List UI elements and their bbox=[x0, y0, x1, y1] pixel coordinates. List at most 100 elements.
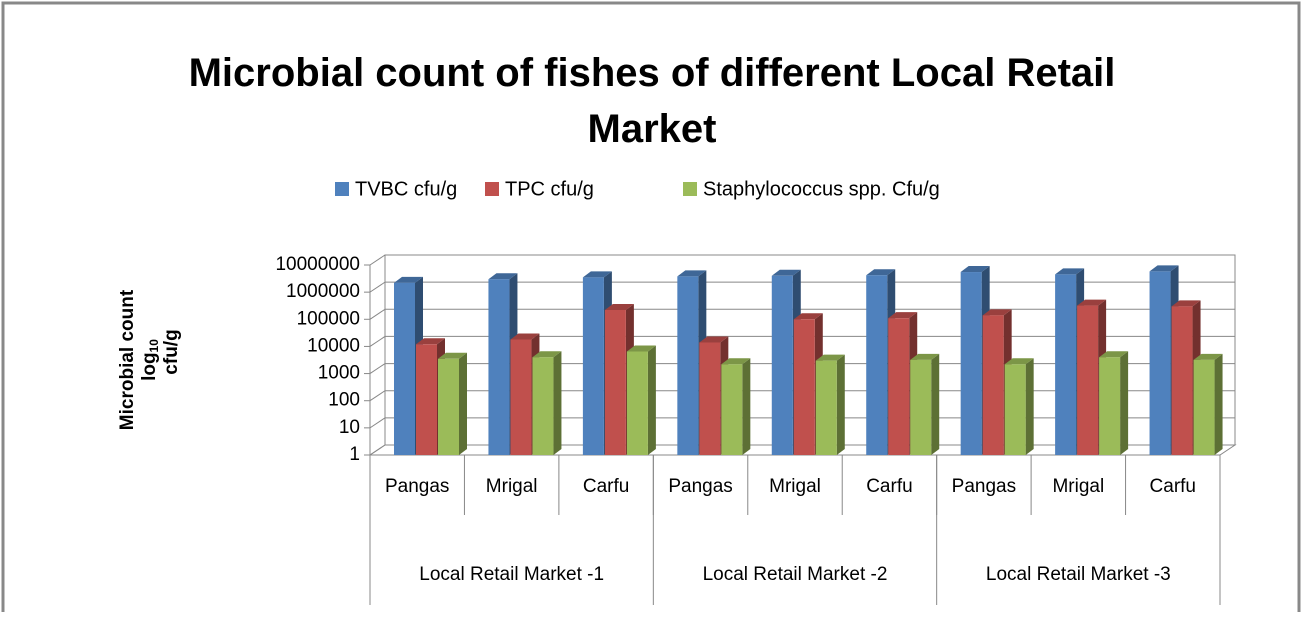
bar bbox=[677, 276, 699, 455]
legend-label: TPC cfu/g bbox=[505, 178, 594, 200]
bar bbox=[1149, 271, 1171, 455]
bar bbox=[582, 277, 604, 455]
bar bbox=[1055, 274, 1077, 455]
x-tick-label: Mrigal bbox=[769, 476, 821, 497]
bar bbox=[394, 282, 415, 455]
bar-top bbox=[721, 358, 751, 365]
y-tick-label: 1000000 bbox=[286, 281, 360, 302]
bar-top bbox=[888, 312, 918, 319]
legend-label: TVBC cfu/g bbox=[355, 178, 457, 200]
bar-top bbox=[1004, 358, 1034, 365]
y-tick-label: 100000 bbox=[297, 308, 360, 329]
bar-top bbox=[582, 271, 612, 278]
bar bbox=[815, 360, 837, 455]
bar bbox=[1004, 364, 1026, 455]
grid-line bbox=[369, 417, 1235, 429]
bar-top bbox=[815, 354, 845, 361]
bar-top bbox=[866, 269, 896, 276]
bar-top bbox=[982, 309, 1012, 316]
y-label-line: Microbial count bbox=[117, 289, 138, 430]
grid-line bbox=[369, 308, 1235, 320]
y-tick-label: 10 bbox=[339, 417, 360, 438]
grid-line bbox=[369, 363, 1235, 374]
bar-top bbox=[910, 353, 940, 360]
bar-side bbox=[1214, 353, 1223, 455]
bar bbox=[510, 339, 532, 455]
grid-line bbox=[369, 335, 1235, 347]
bar bbox=[488, 279, 510, 455]
bar-top bbox=[510, 333, 540, 340]
bar-top bbox=[1099, 351, 1129, 358]
bar-side bbox=[836, 354, 845, 455]
x-tick-label: Pangas bbox=[668, 476, 732, 497]
bar-top bbox=[960, 266, 990, 273]
bar-top bbox=[793, 313, 823, 320]
bar-side bbox=[1025, 358, 1034, 455]
group-label: Local Retail Market -2 bbox=[703, 564, 888, 585]
group-label: Local Retail Market -3 bbox=[986, 564, 1171, 585]
bar-top bbox=[677, 270, 707, 277]
legend-label: Staphylococcus spp. Cfu/g bbox=[703, 178, 940, 200]
y-tick-label: 10000000 bbox=[275, 254, 360, 275]
y-tick-label: 100 bbox=[328, 390, 360, 411]
bar bbox=[866, 275, 888, 455]
bar bbox=[910, 359, 932, 455]
bar bbox=[982, 315, 1004, 455]
bar bbox=[1099, 357, 1121, 455]
title-line: Microbial count of fishes of different L… bbox=[189, 51, 1116, 95]
bar-top bbox=[604, 303, 634, 310]
y-label-line: log10 bbox=[139, 339, 161, 381]
bar-top bbox=[699, 336, 729, 343]
bar-top bbox=[1193, 353, 1223, 360]
bar-side bbox=[931, 353, 940, 455]
bar bbox=[532, 357, 554, 455]
bar bbox=[793, 319, 815, 455]
grid-line bbox=[369, 281, 1235, 293]
x-tick-label: Mrigal bbox=[486, 476, 538, 497]
legend-swatch bbox=[683, 182, 697, 196]
bar-side bbox=[742, 358, 751, 455]
bar bbox=[699, 342, 721, 455]
legend-swatch bbox=[485, 182, 499, 196]
bar bbox=[1193, 359, 1215, 455]
y-tick-label: 1000 bbox=[318, 363, 360, 384]
x-tick-label: Carfu bbox=[583, 476, 629, 497]
y-label-log: log bbox=[139, 352, 160, 381]
bar-top bbox=[771, 269, 801, 276]
x-tick-label: Carfu bbox=[1150, 476, 1196, 497]
bar bbox=[626, 351, 648, 455]
x-tick-label: Carfu bbox=[866, 476, 912, 497]
legend-swatch bbox=[335, 182, 349, 196]
bar-side bbox=[553, 351, 562, 455]
bar bbox=[416, 344, 437, 455]
bar bbox=[721, 364, 743, 455]
bar-side bbox=[647, 345, 656, 455]
group-label: Local Retail Market -1 bbox=[419, 564, 604, 585]
grid-line bbox=[369, 390, 1235, 402]
bar bbox=[604, 309, 626, 455]
bar bbox=[888, 318, 910, 455]
y-axis-label: Microbial count log10 cfu/g bbox=[117, 289, 182, 430]
title-line: Market bbox=[588, 107, 717, 151]
grid-line bbox=[369, 254, 1235, 266]
y-label-line: cfu/g bbox=[161, 329, 182, 374]
bar bbox=[1171, 306, 1193, 455]
bar-top bbox=[438, 352, 467, 359]
bar bbox=[771, 275, 793, 455]
y-label-sub: 10 bbox=[147, 339, 161, 353]
bar-top bbox=[394, 276, 423, 283]
chart-title: Microbial count of fishes of different L… bbox=[189, 51, 1116, 151]
x-tick-label: Mrigal bbox=[1052, 476, 1104, 497]
y-tick-label: 1 bbox=[349, 444, 360, 465]
bar-top bbox=[1171, 300, 1201, 307]
bar-top bbox=[1055, 268, 1085, 275]
grid-line bbox=[369, 444, 1235, 456]
bar-top bbox=[626, 345, 656, 352]
bar bbox=[438, 358, 459, 455]
bar-top bbox=[1149, 265, 1179, 272]
bar bbox=[1077, 305, 1099, 455]
bar-top bbox=[488, 273, 518, 280]
bar-side bbox=[1120, 351, 1129, 455]
y-tick-label: 10000 bbox=[307, 335, 360, 356]
